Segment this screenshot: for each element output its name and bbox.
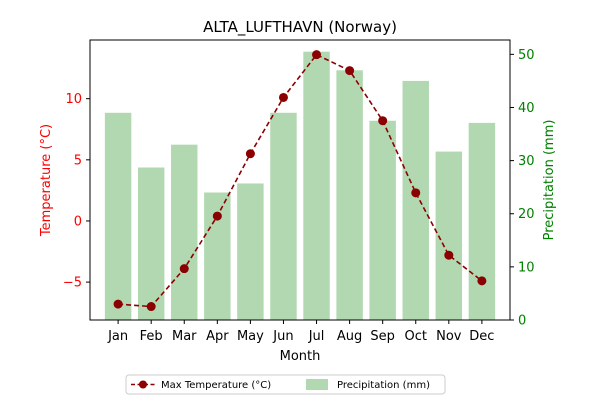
precipitation-bar (171, 144, 198, 320)
y-left-tick-label: 0 (74, 214, 82, 229)
precipitation-bar (270, 112, 297, 321)
temperature-point (212, 211, 222, 221)
x-tick-label: Apr (206, 329, 229, 344)
legend-temperature-label: Max Temperature (°C) (161, 380, 271, 391)
y-axis-right: 0 10 20 30 40 50 (510, 48, 535, 329)
x-tick-label: Nov (436, 329, 462, 344)
x-axis: Jan Feb Mar Apr May Jun Jul Aug Sep Oct Nov Dec (107, 320, 494, 344)
x-tick-label: Mar (172, 329, 197, 344)
x-axis-label: Month (280, 349, 321, 364)
y-axis-left-label: Temperature (°C) (39, 124, 54, 237)
temperature-point (113, 299, 123, 309)
plot-frame (89, 39, 511, 321)
legend-precipitation-label: Precipitation (mm) (337, 380, 430, 391)
precipitation-bar (468, 122, 496, 320)
temperature-point (444, 250, 454, 260)
temperature-line-series (113, 50, 487, 312)
temperature-point (278, 92, 288, 102)
x-tick-label: Oct (405, 329, 427, 344)
precipitation-bar (303, 51, 330, 320)
legend-temperature-marker (139, 380, 147, 389)
precipitation-bars (104, 51, 496, 321)
temperature-point (477, 276, 487, 286)
temperature-point (378, 116, 388, 126)
chart-title: ALTA_LUFTHAVN (Norway) (203, 18, 397, 37)
precipitation-bar (137, 167, 165, 320)
x-tick-label: Jan (107, 329, 128, 344)
legend-precipitation-swatch (306, 379, 328, 390)
precipitation-bar (237, 183, 264, 320)
temperature-point (245, 149, 255, 159)
y-axis-left: −5 0 5 10 (63, 92, 90, 291)
x-tick-label: Aug (337, 329, 362, 344)
y-right-tick-label: 0 (518, 314, 526, 329)
precipitation-bar (104, 112, 132, 321)
x-tick-label: Sep (370, 329, 395, 344)
x-tick-label: May (237, 329, 264, 344)
y-axis-right-label: Precipitation (mm) (542, 120, 557, 241)
y-right-tick-label: 40 (518, 101, 535, 116)
temperature-point (345, 66, 355, 76)
x-tick-label: Jul (308, 329, 325, 344)
x-tick-label: Jun (272, 329, 293, 344)
y-right-tick-label: 30 (518, 154, 535, 169)
temperature-point (312, 50, 322, 60)
y-left-tick-label: 10 (65, 92, 82, 107)
legend-box (125, 374, 446, 395)
temperature-point (179, 264, 189, 274)
precipitation-bar (402, 80, 429, 320)
x-tick-label: Dec (469, 329, 494, 344)
y-left-tick-label: −5 (63, 276, 82, 291)
temperature-line (118, 53, 483, 308)
y-right-tick-label: 10 (518, 260, 535, 275)
precipitation-bar (435, 151, 463, 320)
x-tick-label: Feb (140, 329, 163, 344)
precipitation-bar (336, 70, 363, 320)
temperature-point (411, 188, 421, 198)
temperature-point (146, 302, 156, 312)
chart-legend: Max Temperature (°C) Precipitation (mm) (125, 374, 446, 395)
y-left-tick-label: 5 (74, 153, 82, 168)
precipitation-bar (369, 120, 396, 321)
y-right-tick-label: 20 (518, 207, 535, 222)
y-right-tick-label: 50 (518, 48, 535, 63)
